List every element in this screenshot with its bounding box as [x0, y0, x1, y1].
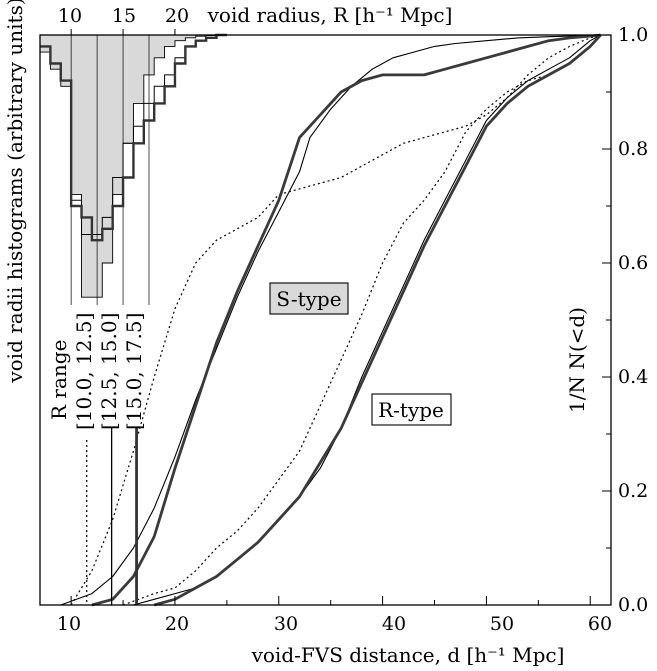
top-axis-title: void radius, R [h⁻¹ Mpc] — [207, 3, 453, 27]
right-tick-label: 0.2 — [618, 480, 648, 502]
cdf-line-r-thin — [133, 34, 601, 606]
bottom-tick-label: 50 — [490, 613, 514, 635]
bottom-tick-label: 10 — [57, 613, 81, 635]
bottom-tick-label: 60 — [588, 613, 612, 635]
r-range-entry: [10.0, 12.5] — [72, 313, 96, 430]
cdf-line-s-thick — [91, 33, 601, 607]
cdf-line-s-thin — [60, 34, 601, 606]
bottom-tick-label: 30 — [274, 613, 298, 635]
bottom-tick-label: 40 — [382, 613, 406, 635]
r-type-label: R-type — [378, 398, 444, 422]
top-tick-label: 10 — [58, 5, 82, 27]
bottom-tick-label: 20 — [165, 613, 189, 635]
right-tick-label: 1.0 — [618, 24, 648, 46]
right-tick-labels: 0.0 0.2 0.4 0.6 0.8 1.0 — [618, 24, 648, 616]
thick-histogram — [40, 33, 227, 242]
right-tick-label: 0.0 — [618, 594, 648, 616]
right-tick-label: 0.8 — [618, 138, 648, 160]
cdf-line-r-thick — [153, 34, 602, 607]
r-range-entry: [12.5, 15.0] — [97, 313, 121, 430]
r-type-box — [371, 393, 452, 426]
left-axis-title: void radii histograms (arbitrary units) — [3, 0, 27, 384]
radius-histograms — [39, 33, 227, 305]
right-axis-title: 1/N N(<d) — [565, 307, 589, 413]
cdf-line-s-dotted — [70, 34, 601, 606]
s-type-label: S-type — [276, 287, 341, 311]
bottom-tick-labels: 10 20 30 40 50 60 — [57, 613, 612, 635]
cdf-line-r-dotted — [122, 34, 602, 606]
r-range-entry: [15.0, 17.5] — [122, 313, 146, 430]
top-tick-label: 20 — [165, 5, 189, 27]
r-range-title: R range — [47, 340, 71, 420]
right-tick-label: 0.6 — [618, 252, 648, 274]
right-tick-label: 0.4 — [618, 366, 648, 388]
top-tick-label: 15 — [112, 5, 136, 27]
top-tick-labels: 10 15 20 — [58, 5, 189, 27]
plot-frame — [39, 34, 612, 606]
cdf-curves — [60, 33, 602, 607]
r-range-markers — [86, 428, 138, 605]
bottom-axis-title: void-FVS distance, d [h⁻¹ Mpc] — [251, 643, 565, 667]
s-type-box — [269, 282, 349, 315]
axis-ticks — [70, 29, 611, 606]
